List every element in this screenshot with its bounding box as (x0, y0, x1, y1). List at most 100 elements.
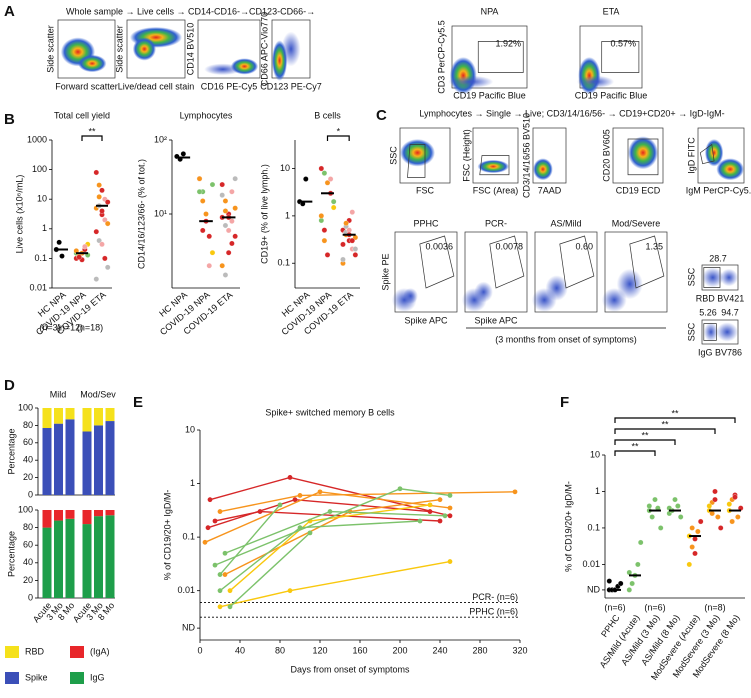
data-point (104, 220, 111, 227)
data-point (324, 252, 331, 258)
x-tick-label: 160 (352, 645, 367, 655)
data-point (437, 497, 443, 503)
axis-title: Live cells (x10⁶/mL) (14, 175, 24, 254)
data-point (447, 513, 453, 519)
data-point (397, 486, 403, 492)
data-point (303, 176, 309, 182)
flow-density (628, 136, 658, 170)
bar-segment (94, 516, 103, 598)
n-label: (n=6) (644, 602, 665, 612)
data-point (200, 227, 206, 234)
axis-label: FSC (416, 185, 435, 195)
plot-title: AS/Mild (550, 218, 581, 228)
data-point (219, 192, 225, 198)
y-tick-label: 80 (23, 522, 33, 532)
gate-percent: 28.7 (709, 253, 727, 263)
axis-label: Live/dead cell stain (118, 81, 195, 91)
data-point (349, 209, 356, 215)
axis-label: Side scatter (45, 25, 55, 73)
x-tick-label: 320 (512, 645, 527, 655)
data-point (96, 182, 102, 188)
x-tick-label: 120 (312, 645, 327, 655)
y-tick-label: ND (587, 584, 600, 594)
flow-density (716, 158, 744, 181)
flow-density (132, 37, 156, 61)
significance-bracket (81, 135, 103, 141)
data-point (626, 569, 633, 576)
gate-percent: 0.0078 (495, 241, 523, 251)
axis-label: Spike APC (404, 315, 448, 325)
bar-segment (82, 408, 92, 432)
data-point (349, 237, 356, 244)
x-tick-label: 280 (472, 645, 487, 655)
panel-letter: D (4, 377, 15, 394)
y-tick-label: 10 (280, 163, 290, 173)
x-tick-label: 240 (432, 645, 447, 655)
x-tick-label: 80 (275, 645, 285, 655)
flow-gate (479, 155, 510, 176)
data-point (232, 205, 238, 211)
data-point (324, 180, 331, 186)
y-tick-label: 40 (23, 557, 33, 567)
x-tick-label: 40 (235, 645, 245, 655)
panel-letter: E (133, 394, 143, 411)
flow-density (545, 275, 568, 301)
gate-percent: 94.7 (721, 307, 739, 317)
data-point (695, 528, 701, 535)
data-point (93, 228, 100, 235)
data-point (732, 494, 738, 500)
y-tick-label: 0.01 (582, 559, 600, 569)
data-point (102, 217, 108, 223)
data-point (346, 227, 352, 233)
data-point (675, 503, 681, 509)
axis-label: Forward scatter (55, 81, 118, 91)
data-point (96, 237, 102, 244)
data-point (606, 578, 613, 584)
axis-title: % of CD19/20+ IgD/M- (563, 481, 573, 572)
n-label: (n=18) (77, 322, 103, 332)
data-point (212, 562, 218, 568)
flow-gate (601, 41, 640, 73)
axis-label: CD19 Pacific Blue (453, 90, 526, 100)
legend-swatch (5, 646, 19, 658)
flow-gate (559, 235, 595, 289)
data-point (222, 222, 229, 229)
y-tick-label: 1 (42, 223, 47, 233)
data-point (340, 256, 346, 263)
plot-title: Mod/Severe (612, 218, 661, 228)
plot-title: ETA (603, 6, 620, 16)
data-point (327, 176, 334, 182)
y-tick-label: 60 (23, 540, 33, 550)
data-point (56, 239, 62, 246)
axis-label: CD19 Pacific Blue (575, 90, 648, 100)
data-point (232, 233, 238, 240)
flow-gate (703, 323, 717, 341)
axis-label: IgD FITC (686, 137, 696, 174)
data-point (209, 181, 216, 188)
data-line (229, 532, 311, 608)
data-point (512, 489, 518, 495)
data-point (206, 233, 212, 240)
bar-segment (65, 419, 75, 495)
data-point (692, 536, 698, 542)
data-point (297, 493, 303, 498)
significance-label: ** (631, 441, 639, 451)
data-point (672, 496, 678, 503)
data-point (217, 604, 223, 610)
data-point (225, 249, 232, 256)
data-point (686, 561, 693, 568)
axis-title: CD14/16/123/66- (% of tot.) (136, 159, 146, 269)
chart-title: B cells (314, 110, 341, 120)
flow-density (449, 57, 477, 95)
flow-density (702, 267, 724, 288)
axis-label: CD16 PE-Cy5 (201, 81, 258, 91)
data-point (104, 199, 111, 205)
n-label: (n=12) (57, 322, 83, 332)
bar-segment (54, 423, 63, 495)
data-point (447, 493, 453, 498)
data-point (222, 198, 229, 204)
data-point (217, 588, 223, 594)
y-tick-label: 0.01 (177, 585, 195, 595)
group-label: Mod/Sev (80, 389, 116, 399)
data-point (205, 525, 211, 531)
